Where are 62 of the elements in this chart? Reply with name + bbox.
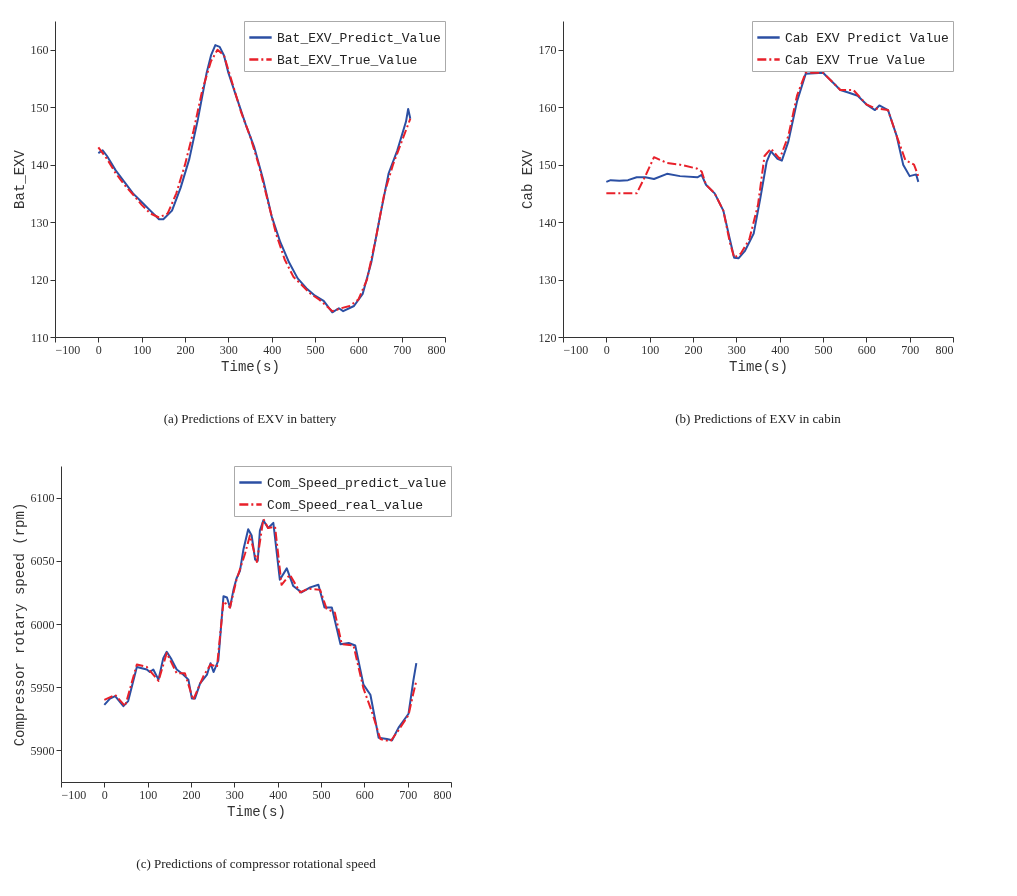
x-axis-title: Time(s) bbox=[729, 358, 788, 375]
legend-label: Cab EXV True Value bbox=[785, 52, 926, 68]
y-tick-label: 140 bbox=[538, 215, 557, 230]
y-tick-label: 160 bbox=[538, 100, 557, 115]
y-tick-label: 130 bbox=[538, 273, 557, 288]
legend-label: Bat_EXV_Predict_Value bbox=[277, 30, 441, 46]
y-tick-label: 150 bbox=[538, 158, 557, 173]
x-tick-label: 200 bbox=[684, 342, 703, 357]
x-tick-label: 700 bbox=[393, 342, 412, 357]
x-axis-title: Time(s) bbox=[227, 803, 286, 820]
x-tick-label: −100 bbox=[563, 342, 589, 357]
text: (b) Predictions of EXV in cabin bbox=[675, 411, 842, 426]
x-tick-label: 100 bbox=[133, 342, 152, 357]
x-tick-label: 700 bbox=[399, 787, 418, 802]
x-tick-label: 200 bbox=[182, 787, 201, 802]
x-tick-label: 100 bbox=[641, 342, 660, 357]
x-tick-label: 0 bbox=[603, 342, 610, 357]
y-tick-label: 130 bbox=[30, 215, 49, 230]
y-axis-title: Bat_EXV bbox=[11, 149, 28, 209]
y-tick-label: 170 bbox=[538, 43, 557, 58]
text: (c) Predictions of compressor rotational speed bbox=[136, 856, 377, 871]
x-tick-label: 100 bbox=[139, 787, 158, 802]
x-tick-label: 600 bbox=[349, 342, 368, 357]
y-tick-label: 120 bbox=[538, 330, 557, 345]
legend-label: Com_Speed_real_value bbox=[267, 497, 424, 513]
x-tick-label: 300 bbox=[225, 787, 244, 802]
y-tick-label: 120 bbox=[30, 273, 49, 288]
x-axis-title: Time(s) bbox=[221, 358, 280, 375]
x-tick-label: 300 bbox=[219, 342, 238, 357]
x-tick-label: 500 bbox=[306, 342, 325, 357]
x-tick-label: 300 bbox=[727, 342, 746, 357]
y-axis-title: Cab EXV bbox=[519, 149, 536, 209]
x-tick-label: 200 bbox=[176, 342, 195, 357]
x-tick-label: 400 bbox=[263, 342, 282, 357]
x-tick-label: −100 bbox=[61, 787, 87, 802]
y-tick-label: 6050 bbox=[30, 554, 55, 569]
x-tick-label: 800 bbox=[427, 342, 446, 357]
y-axis-title: Compressor rotary speed (rpm) bbox=[11, 502, 28, 747]
y-tick-label: 5900 bbox=[30, 743, 55, 758]
x-tick-label: 800 bbox=[433, 787, 452, 802]
x-tick-label: 0 bbox=[101, 787, 108, 802]
legend-label: Cab EXV Predict Value bbox=[785, 30, 949, 46]
x-tick-label: 600 bbox=[355, 787, 374, 802]
x-tick-label: 600 bbox=[857, 342, 876, 357]
legend-label: Bat_EXV_True_Value bbox=[277, 52, 418, 68]
x-tick-label: 800 bbox=[935, 342, 954, 357]
x-tick-label: 400 bbox=[269, 787, 288, 802]
y-tick-label: 5950 bbox=[30, 680, 55, 695]
x-tick-label: 0 bbox=[95, 342, 102, 357]
x-tick-label: −100 bbox=[55, 342, 81, 357]
y-tick-label: 110 bbox=[30, 330, 49, 345]
legend-label: Com_Speed_predict_value bbox=[267, 475, 447, 491]
x-tick-label: 500 bbox=[814, 342, 833, 357]
x-tick-label: 700 bbox=[901, 342, 920, 357]
y-tick-label: 150 bbox=[30, 100, 49, 115]
x-tick-label: 400 bbox=[771, 342, 790, 357]
y-tick-label: 140 bbox=[30, 158, 49, 173]
text: (a) Predictions of EXV in battery bbox=[163, 411, 337, 426]
y-tick-label: 6000 bbox=[30, 617, 55, 632]
x-tick-label: 500 bbox=[312, 787, 331, 802]
y-tick-label: 160 bbox=[30, 43, 49, 58]
y-tick-label: 6100 bbox=[30, 491, 55, 506]
